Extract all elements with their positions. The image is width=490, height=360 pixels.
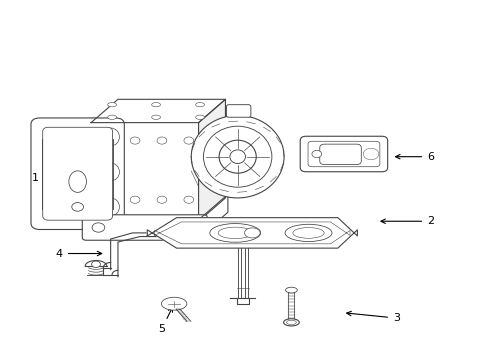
- Ellipse shape: [363, 148, 379, 160]
- Ellipse shape: [130, 137, 140, 144]
- Text: 5: 5: [158, 307, 172, 334]
- Polygon shape: [198, 99, 225, 221]
- Ellipse shape: [210, 224, 261, 242]
- Ellipse shape: [284, 319, 299, 326]
- Ellipse shape: [203, 126, 272, 187]
- Ellipse shape: [230, 150, 245, 163]
- Ellipse shape: [165, 299, 183, 309]
- Ellipse shape: [152, 103, 160, 107]
- Ellipse shape: [152, 115, 160, 120]
- Ellipse shape: [157, 137, 167, 144]
- Ellipse shape: [161, 297, 187, 310]
- Ellipse shape: [184, 137, 194, 144]
- Ellipse shape: [108, 115, 117, 120]
- Ellipse shape: [102, 198, 120, 216]
- FancyBboxPatch shape: [31, 118, 124, 229]
- FancyBboxPatch shape: [320, 144, 361, 165]
- Ellipse shape: [92, 223, 105, 232]
- Ellipse shape: [219, 140, 256, 173]
- Ellipse shape: [287, 320, 296, 324]
- Text: 3: 3: [347, 311, 400, 323]
- Ellipse shape: [182, 223, 195, 232]
- Ellipse shape: [102, 163, 120, 181]
- Ellipse shape: [312, 150, 322, 158]
- Ellipse shape: [157, 196, 167, 203]
- Ellipse shape: [184, 196, 194, 203]
- Ellipse shape: [196, 103, 204, 107]
- Ellipse shape: [196, 115, 204, 120]
- Ellipse shape: [285, 224, 332, 242]
- Ellipse shape: [130, 196, 140, 203]
- FancyBboxPatch shape: [226, 105, 251, 117]
- Polygon shape: [147, 218, 357, 248]
- Ellipse shape: [366, 150, 376, 158]
- Ellipse shape: [191, 116, 284, 198]
- Text: 2: 2: [381, 216, 434, 226]
- Ellipse shape: [102, 128, 120, 146]
- Ellipse shape: [205, 225, 217, 232]
- Polygon shape: [201, 194, 228, 235]
- Text: 6: 6: [395, 152, 434, 162]
- Ellipse shape: [92, 261, 100, 267]
- FancyBboxPatch shape: [43, 127, 113, 220]
- Ellipse shape: [108, 103, 117, 107]
- Ellipse shape: [218, 227, 252, 239]
- FancyBboxPatch shape: [300, 136, 388, 172]
- FancyBboxPatch shape: [308, 141, 380, 167]
- FancyBboxPatch shape: [82, 215, 207, 240]
- Ellipse shape: [293, 228, 324, 238]
- Ellipse shape: [72, 203, 83, 211]
- FancyBboxPatch shape: [85, 118, 204, 226]
- Ellipse shape: [69, 171, 86, 192]
- Text: 1: 1: [31, 173, 82, 183]
- Text: 4: 4: [56, 248, 102, 258]
- Ellipse shape: [245, 228, 260, 238]
- Polygon shape: [91, 99, 225, 123]
- Ellipse shape: [286, 287, 297, 293]
